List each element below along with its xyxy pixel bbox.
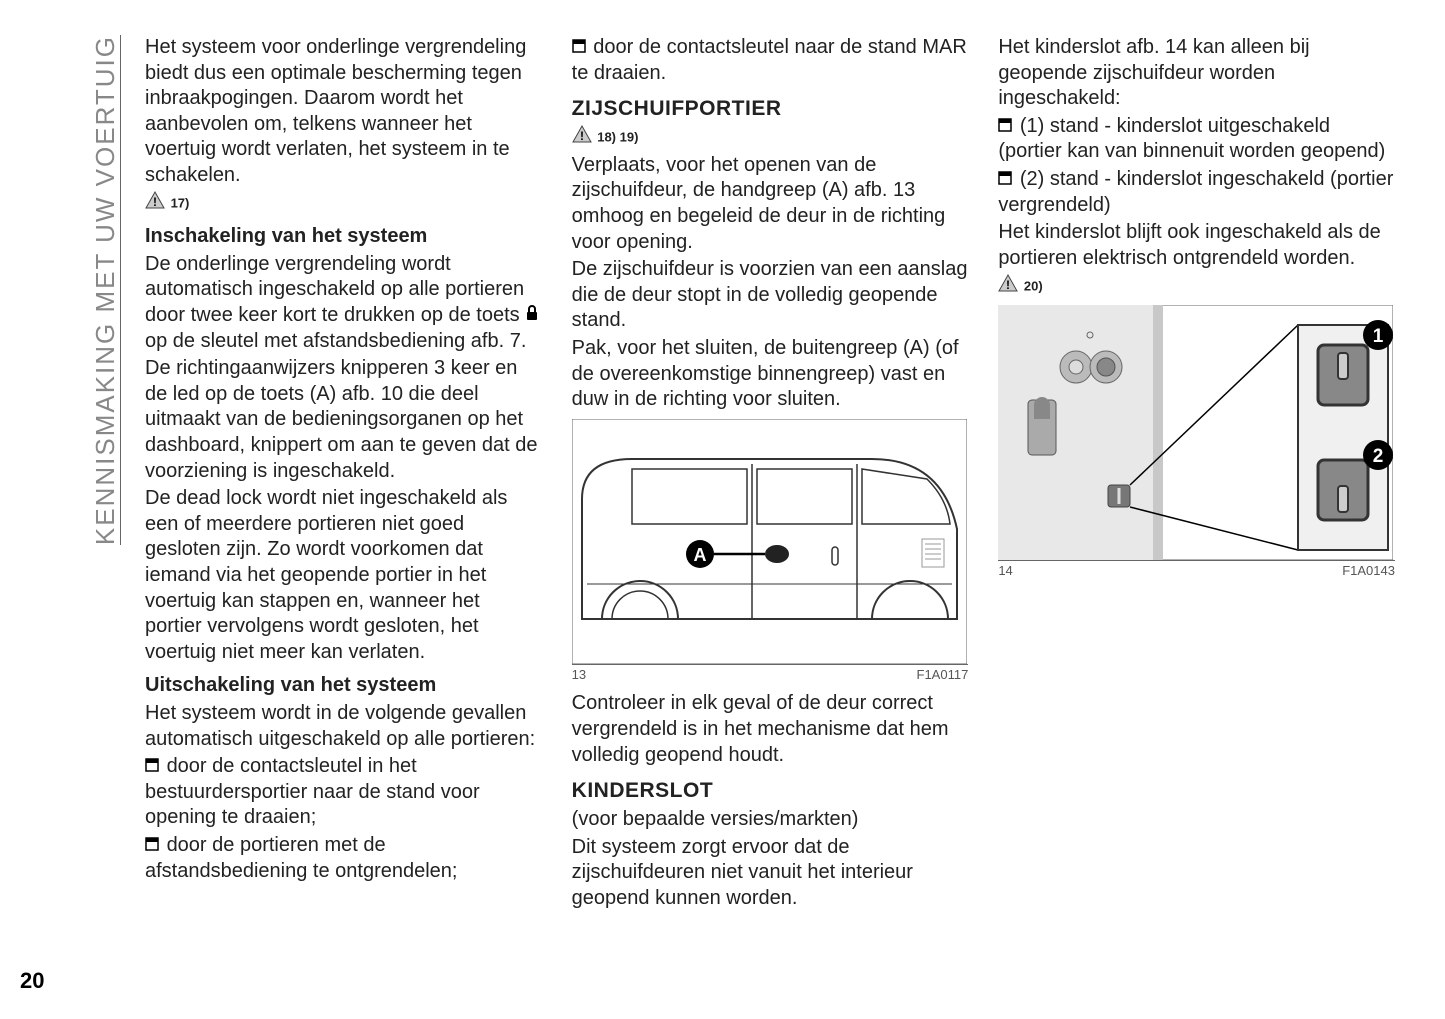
list-item: door de contactsleutel naar de stand MAR…: [572, 35, 969, 86]
page-number: 20: [20, 968, 44, 994]
figure-code: F1A0143: [1342, 563, 1395, 580]
body-text: De zijschuifdeur is voorzien van een aan…: [572, 257, 969, 334]
list-item: (1) stand - kinderslot uitgeschakeld (po…: [998, 114, 1395, 165]
text-fragment: op de sleutel met afstandsbediening afb.…: [145, 330, 526, 352]
bullet-icon: [145, 833, 159, 859]
warning-ref: ! 18) 19): [572, 125, 969, 151]
svg-text:1: 1: [1373, 326, 1384, 347]
body-text: Verplaats, voor het openen van de zijsch…: [572, 153, 969, 255]
sidebar-section-title: KENNISMAKING MET UW VOERTUIG: [90, 35, 121, 545]
warning-icon: !: [145, 191, 165, 217]
childlock-illustration: 1 2: [998, 305, 1393, 560]
sidebar-divider: [120, 35, 121, 545]
bullet-icon: [998, 114, 1012, 140]
svg-text:!: !: [1006, 278, 1010, 292]
figure-number: 14: [998, 563, 1012, 580]
bullet-icon: [998, 167, 1012, 193]
warning-icon: !: [998, 274, 1018, 300]
svg-text:!: !: [580, 129, 584, 143]
warning-icon: !: [572, 125, 592, 151]
warning-ref: ! 17): [145, 191, 542, 217]
body-text: Controleer in elk geval of de deur corre…: [572, 691, 969, 768]
figure-caption: 13 F1A0117: [572, 664, 969, 684]
body-text: De onderlinge vergrendeling wordt automa…: [145, 252, 542, 354]
subheading: Inschakeling van het systeem: [145, 224, 542, 250]
bullet-icon: [572, 35, 586, 61]
body-text: De richtingaanwijzers knipperen 3 keer e…: [145, 356, 542, 484]
warning-ref: ! 20): [998, 274, 1395, 300]
heading: KINDERSLOT: [572, 778, 969, 805]
van-illustration: A: [572, 419, 967, 664]
lock-icon: [525, 304, 539, 326]
figure-number: 13: [572, 667, 586, 684]
figure-13: A 13 F1A0117: [572, 419, 969, 684]
svg-text:2: 2: [1373, 446, 1384, 467]
text-fragment: door de portieren met de afstandsbedieni…: [145, 834, 457, 882]
text-fragment: door de contactsleutel in het bestuurder…: [145, 755, 480, 828]
body-text: Het kinderslot blijft ook ingeschakeld a…: [998, 220, 1395, 271]
body-text: (voor bepaalde versies/markten): [572, 807, 969, 833]
ref-number: 17): [171, 195, 190, 210]
ref-number: 18) 19): [597, 130, 638, 145]
figure-caption: 14 F1A0143: [998, 560, 1395, 580]
svg-text:!: !: [153, 195, 157, 209]
text-fragment: De onderlinge vergrendeling wordt automa…: [145, 253, 525, 326]
ref-number: 20): [1024, 278, 1043, 293]
list-item: door de portieren met de afstandsbedieni…: [145, 833, 542, 884]
body-text: Dit systeem zorgt ervoor dat de zijschui…: [572, 835, 969, 912]
body-text: Het systeem voor onderlinge vergrendelin…: [145, 35, 542, 189]
figure-14: 1 2 14 F1A0143: [998, 305, 1395, 580]
list-item: door de contactsleutel in het bestuurder…: [145, 754, 542, 831]
figure-code: F1A0117: [917, 667, 969, 684]
body-text: De dead lock wordt niet ingeschakeld als…: [145, 486, 542, 665]
heading: ZIJSCHUIFPORTIER: [572, 96, 969, 123]
page-content: Het systeem voor onderlinge vergrendelin…: [145, 35, 1395, 915]
text-fragment: (1) stand - kinderslot uitgeschakeld (po…: [998, 115, 1385, 163]
bullet-icon: [145, 754, 159, 780]
body-text: Het systeem wordt in de volgende gevalle…: [145, 701, 542, 752]
body-text: Het kinderslot afb. 14 kan alleen bij ge…: [998, 35, 1395, 112]
text-fragment: (2) stand - kinderslot ingeschakeld (por…: [998, 168, 1393, 216]
subheading: Uitschakeling van het systeem: [145, 673, 542, 699]
svg-text:A: A: [693, 545, 706, 565]
body-text: Pak, voor het sluiten, de buitengreep (A…: [572, 336, 969, 413]
text-fragment: door de contactsleutel naar de stand MAR…: [572, 36, 967, 84]
list-item: (2) stand - kinderslot ingeschakeld (por…: [998, 167, 1395, 218]
